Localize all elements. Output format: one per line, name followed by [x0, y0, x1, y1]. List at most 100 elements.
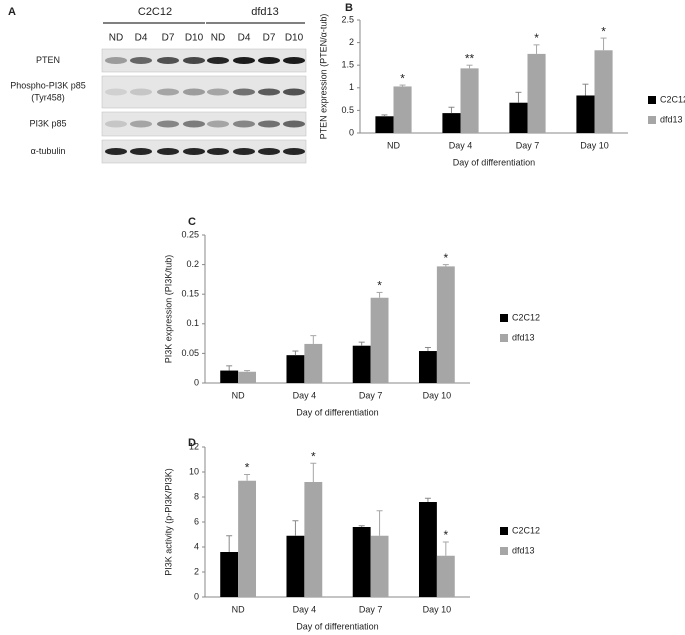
y-tick-label: 0: [194, 377, 199, 387]
bar: [436, 555, 455, 597]
bar: [304, 343, 323, 383]
y-tick-label: 0.1: [186, 318, 199, 328]
blot-band: [130, 88, 152, 96]
bar: [509, 102, 528, 133]
significance-label: *: [245, 461, 250, 475]
group-label: C2C12: [138, 6, 172, 18]
lane-label: D7: [263, 33, 276, 44]
y-tick-label: 0: [194, 591, 199, 601]
significance-label: **: [465, 51, 475, 65]
blot-band: [258, 88, 280, 96]
blot-band: [130, 57, 152, 64]
x-tick-label: Day 10: [423, 390, 452, 400]
blot-band: [233, 57, 255, 64]
y-tick-label: 0.2: [186, 259, 199, 269]
x-tick-label: Day 10: [580, 140, 609, 150]
row-label: Phospho-PI3K p85: [10, 80, 86, 90]
blot-band: [207, 88, 229, 96]
x-tick-label: Day 7: [359, 604, 383, 614]
blot-band: [105, 120, 127, 128]
bar: [442, 113, 461, 133]
blot-band: [233, 120, 255, 128]
blot-band: [105, 148, 127, 155]
panel-label: D: [188, 437, 196, 449]
row-label: α-tubulin: [31, 146, 66, 156]
legend-label: C2C12: [660, 94, 685, 104]
blot-band: [283, 120, 305, 128]
blot-band: [233, 88, 255, 96]
bar: [286, 355, 305, 383]
bar: [375, 116, 394, 133]
bar: [460, 68, 479, 133]
blot-band: [183, 148, 205, 155]
y-tick-label: 0.5: [341, 105, 354, 115]
blot-band: [283, 57, 305, 64]
blot-band: [258, 57, 280, 64]
row-label: PI3K p85: [29, 118, 66, 128]
x-axis-label: Day of differentiation: [453, 157, 535, 167]
legend-swatch: [500, 527, 508, 535]
x-tick-label: Day 10: [423, 604, 452, 614]
legend-label: dfd13: [660, 114, 683, 124]
y-axis-label: PTEN expression (PTEN/α-tub): [318, 14, 328, 140]
y-tick-label: 4: [194, 541, 199, 551]
blot-band: [105, 57, 127, 64]
blot-band: [157, 88, 179, 96]
blot-band: [283, 148, 305, 155]
x-tick-label: ND: [232, 390, 245, 400]
blot-band: [130, 120, 152, 128]
row-label: PTEN: [36, 55, 60, 65]
y-tick-label: 12: [189, 441, 199, 451]
x-tick-label: Day 4: [293, 604, 317, 614]
bar: [418, 502, 437, 597]
significance-label: *: [601, 24, 606, 38]
blot-band: [258, 148, 280, 155]
bar: [238, 480, 257, 597]
significance-label: *: [400, 71, 405, 85]
legend-label: C2C12: [512, 525, 540, 535]
legend-label: C2C12: [512, 312, 540, 322]
y-tick-label: 2: [349, 37, 354, 47]
y-tick-label: 0.15: [181, 289, 199, 299]
legend-swatch: [648, 96, 656, 104]
significance-label: *: [443, 528, 448, 542]
legend-label: dfd13: [512, 545, 535, 555]
bar: [220, 552, 239, 597]
y-tick-label: 8: [194, 491, 199, 501]
y-tick-label: 6: [194, 516, 199, 526]
significance-label: *: [377, 279, 382, 293]
bar: [393, 86, 412, 133]
lane-label: ND: [211, 33, 225, 44]
blot-band: [157, 57, 179, 64]
bar: [594, 50, 613, 134]
bar: [304, 482, 323, 597]
group-label: dfd13: [251, 6, 279, 18]
blot-band: [183, 57, 205, 64]
bar: [370, 297, 389, 383]
row-label: (Tyr458): [31, 92, 65, 102]
bar: [352, 345, 371, 383]
bar: [352, 527, 371, 597]
blot-band: [130, 148, 152, 155]
blot-band: [183, 88, 205, 96]
panel-label: C: [188, 216, 196, 228]
bar: [286, 535, 305, 597]
y-tick-label: 1.5: [341, 60, 354, 70]
y-axis-label: PI3K activity (p-PI3K/PI3K): [163, 468, 173, 576]
y-tick-label: 0.25: [181, 229, 199, 239]
significance-label: *: [311, 449, 316, 463]
bar: [418, 351, 437, 383]
blot-band: [157, 120, 179, 128]
x-tick-label: Day 7: [516, 140, 540, 150]
blot-band: [207, 57, 229, 64]
y-tick-label: 1: [349, 82, 354, 92]
blot-band: [157, 148, 179, 155]
blot-band: [233, 148, 255, 155]
x-tick-label: Day 4: [293, 390, 317, 400]
lane-label: D4: [238, 33, 251, 44]
bar: [220, 370, 239, 383]
bar: [238, 371, 257, 383]
blot-band: [258, 120, 280, 128]
blot-band: [183, 120, 205, 128]
